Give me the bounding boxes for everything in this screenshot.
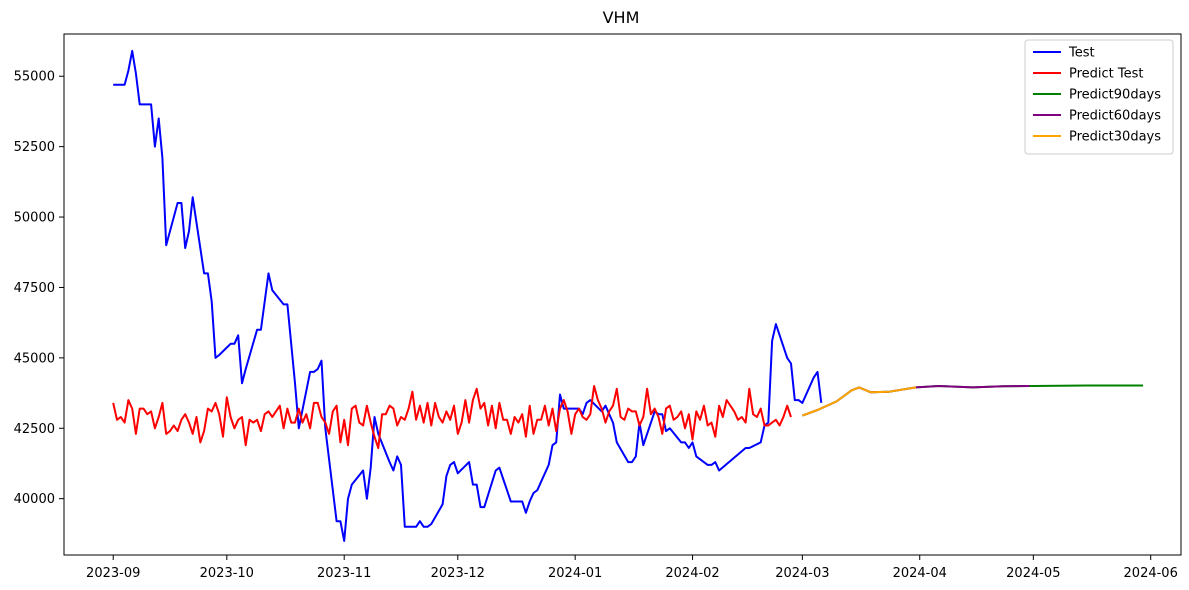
legend-label: Predict60days [1069,109,1161,124]
series-layer [112,49,1144,542]
series-line-predict-test [112,385,792,449]
x-tick-label: 2024-03 [775,566,829,581]
legend-label: Test [1068,46,1095,61]
x-axis: 2023-09 2023-10 2023-11 2023-12 2024-01 2024-… [86,555,1178,581]
x-tick-label: 2024-01 [548,566,602,581]
y-axis: 40000 42500 45000 47500 50000 52500 55000 [14,70,64,507]
legend: Test Predict Test Predict90days Predict60da… [1024,39,1174,155]
x-tick-label: 2024-02 [665,566,719,581]
legend-label: Predict90days [1069,88,1161,103]
x-tick-label: 2024-04 [893,566,947,581]
chart-title: VHM [603,8,640,27]
x-tick-label: 2023-09 [86,566,140,581]
x-tick-label: 2024-05 [1006,566,1060,581]
series-line-predict30days [802,386,917,417]
y-tick-label: 42500 [14,422,55,437]
y-tick-label: 47500 [14,281,55,296]
series-line-test [113,49,823,542]
y-tick-label: 50000 [14,211,55,226]
x-tick-label: 2023-10 [200,566,254,581]
y-tick-label: 55000 [14,70,55,85]
legend-box [1024,39,1174,155]
y-tick-label: 52500 [14,140,55,155]
legend-label: Predict Test [1069,67,1144,82]
y-tick-label: 40000 [14,492,55,507]
legend-label: Predict30days [1069,130,1161,145]
x-tick-label: 2023-11 [317,566,371,581]
plot-frame [63,33,1182,556]
y-tick-label: 45000 [14,351,55,366]
x-tick-label: 2023-12 [431,566,485,581]
x-tick-label: 2024-06 [1124,566,1178,581]
